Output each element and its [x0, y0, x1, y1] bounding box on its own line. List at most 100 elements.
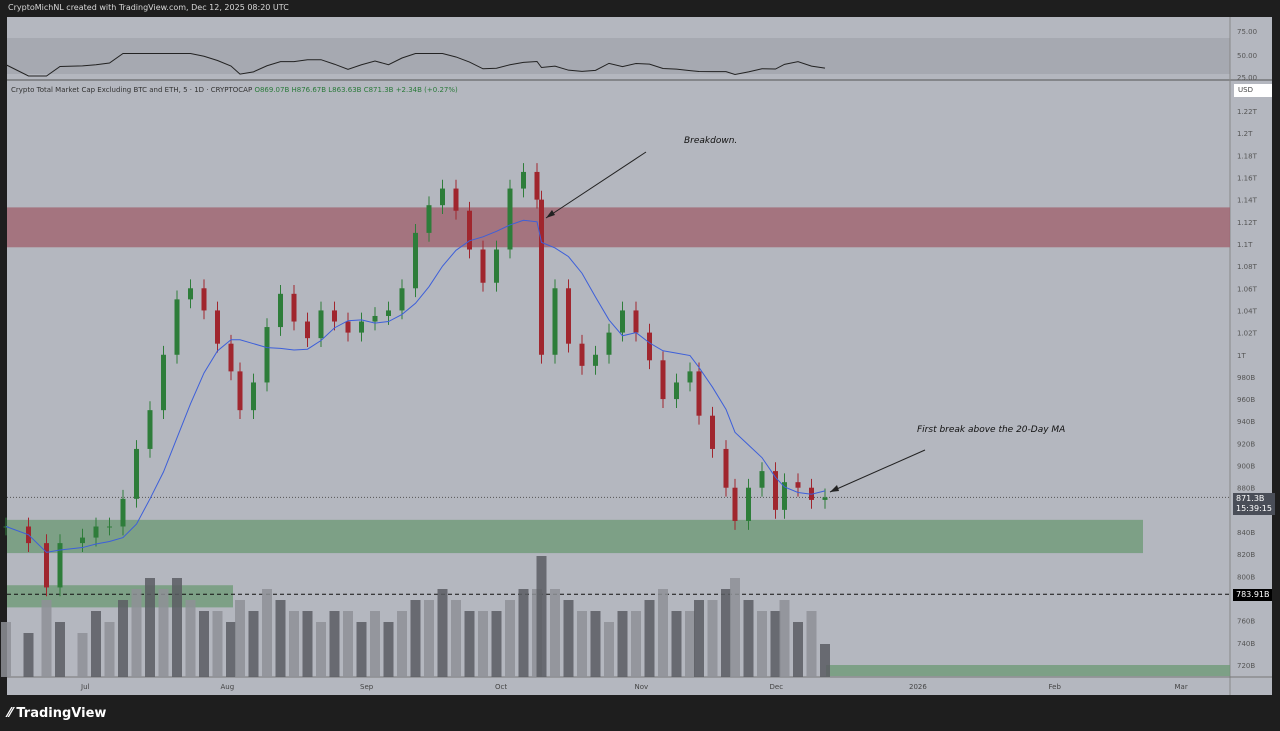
candle-body — [480, 249, 486, 283]
tradingview-logo[interactable]: ⁄⁄ TradingView — [8, 706, 106, 721]
candle-body — [467, 210, 472, 250]
volume-bar — [172, 578, 182, 677]
x-tick-label: Feb — [1049, 683, 1062, 691]
y-tick-label: 1.14T — [1237, 197, 1258, 205]
volume-bar — [820, 644, 830, 677]
volume-bar — [1, 622, 11, 677]
volume-bar — [451, 600, 461, 677]
volume-bar — [145, 578, 155, 677]
candle-body — [134, 448, 139, 499]
volume-bar — [577, 611, 587, 677]
volume-bar — [410, 600, 421, 677]
candle-body — [507, 188, 513, 250]
volume-bar — [536, 556, 547, 677]
candle-body — [660, 360, 666, 400]
y-tick-label: 720B — [1237, 662, 1255, 670]
y-tick-label: 1.08T — [1237, 263, 1258, 271]
candle-body — [201, 288, 207, 311]
x-tick-label: 2026 — [909, 683, 927, 691]
volume-bar — [77, 633, 88, 677]
y-tick-label: 980B — [1237, 374, 1255, 382]
support-zone — [826, 665, 1230, 677]
volume-bar — [302, 611, 313, 677]
breakdown-arrow — [545, 151, 647, 219]
volume-bar — [671, 611, 682, 677]
volume-bar — [212, 611, 223, 677]
volume-bar — [806, 611, 817, 677]
volume-bar — [55, 622, 65, 677]
volume-bar — [793, 622, 803, 677]
y-tick-label: 1.12T — [1237, 219, 1258, 227]
candle-body — [494, 249, 499, 283]
last-price-tag: 871.3B 15:39:15 — [1233, 493, 1275, 515]
candle-body — [759, 471, 765, 488]
support-zone — [7, 519, 1143, 554]
volume-bar — [644, 600, 655, 677]
candle-body — [174, 299, 180, 355]
candle-body — [534, 171, 540, 200]
price-chart[interactable]: 75.00 50.00 25.00 1.22T 1.2T 1.18T 1.16T 1.14T 1… — [0, 0, 1280, 700]
volume-bar — [226, 622, 236, 677]
candle-body — [579, 343, 585, 366]
candle-body — [413, 232, 418, 289]
volume-bar — [248, 611, 259, 677]
candle-body — [440, 188, 445, 206]
candle-body — [746, 487, 751, 521]
candle-body — [57, 543, 63, 588]
volume-bar — [118, 600, 128, 677]
volume-bar — [550, 589, 560, 677]
y-tick-label: 940B — [1237, 418, 1255, 426]
candle-body — [399, 288, 405, 311]
volume-bar — [397, 611, 407, 677]
rsi-tick-label: 25.00 — [1237, 74, 1257, 82]
volume-bar — [41, 600, 52, 677]
volume-bar — [356, 622, 367, 677]
last-price: 871.3B — [1236, 494, 1265, 503]
candle-body — [93, 526, 99, 538]
candle-body — [795, 482, 801, 488]
candle-body — [782, 482, 787, 510]
candle-body — [264, 327, 270, 383]
candle-body — [147, 410, 153, 449]
rsi-tick-label: 50.00 — [1237, 52, 1257, 60]
candle-body — [426, 205, 432, 233]
volume-bar — [631, 611, 641, 677]
y-tick-label: 1.04T — [1237, 307, 1258, 315]
ohlc-change: +2.34B (+0.27%) — [395, 86, 458, 94]
volume-bar — [743, 600, 754, 677]
currency-button[interactable]: USD — [1234, 84, 1272, 97]
volume-bar — [316, 622, 326, 677]
y-tick-label: 880B — [1237, 485, 1255, 493]
y-tick-label: 1.22T — [1237, 108, 1258, 116]
y-tick-label: 1.06T — [1237, 285, 1258, 293]
ma-20-line — [5, 219, 826, 553]
candle-body — [161, 354, 166, 411]
volume-bar — [478, 611, 488, 677]
volume-bar — [730, 578, 740, 677]
candle-body — [647, 332, 652, 361]
y-tick-label: 920B — [1237, 440, 1255, 448]
x-tick-label: Jul — [80, 683, 90, 691]
volume-bar — [685, 611, 695, 677]
candle-body — [107, 526, 112, 528]
candle-body — [120, 498, 126, 527]
candle-body — [687, 371, 693, 383]
tv-logo-icon: ⁄⁄ — [8, 706, 13, 721]
volume-bar — [329, 611, 340, 677]
volume-bar — [383, 622, 394, 677]
rsi-line — [5, 53, 826, 77]
volume-bar — [770, 611, 781, 677]
candle-body — [386, 310, 391, 316]
x-tick-label: Sep — [360, 683, 374, 691]
candle-body — [80, 537, 85, 544]
candle-body — [359, 321, 364, 333]
resistance-zone — [7, 207, 1230, 248]
ohlc-open: O869.07B — [254, 86, 290, 94]
candle-body — [453, 188, 459, 211]
y-tick-label: 1.1T — [1237, 241, 1253, 249]
y-tick-label: 1.2T — [1237, 130, 1253, 138]
breakdown-arrowhead — [546, 210, 555, 218]
y-tick-label: 1T — [1237, 352, 1246, 360]
symbol-legend: Crypto Total Market Cap Excluding BTC an… — [11, 86, 458, 94]
volume-bar — [104, 622, 115, 677]
